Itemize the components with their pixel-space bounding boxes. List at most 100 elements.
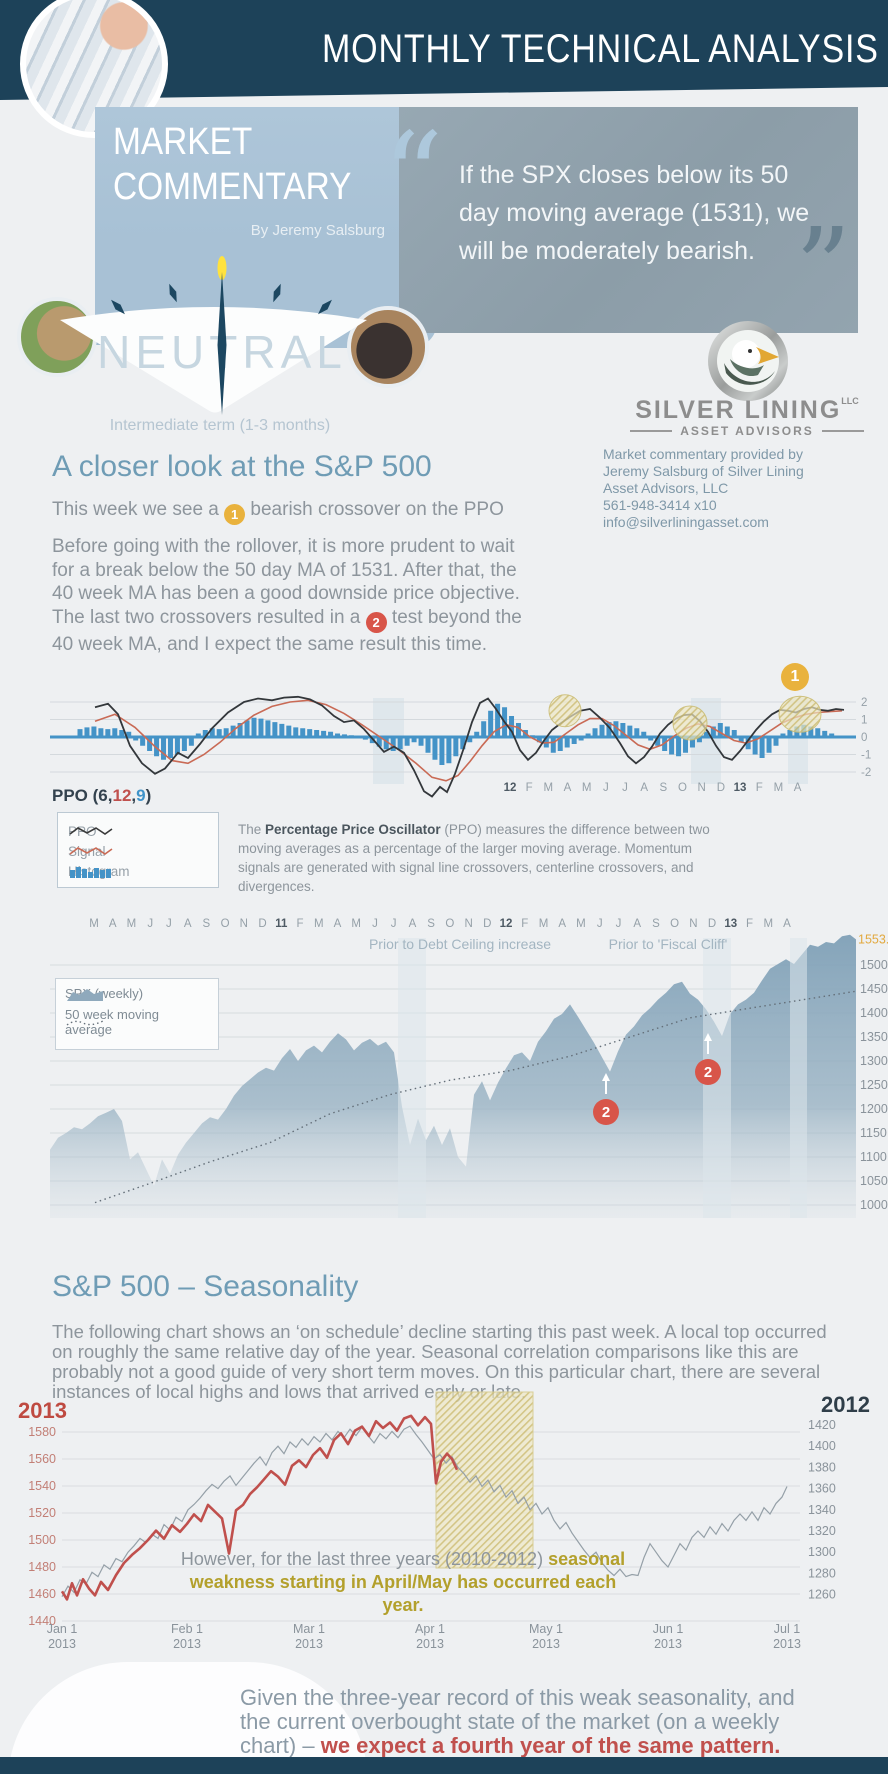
svg-text:J: J — [603, 782, 609, 794]
svg-text:D: D — [483, 918, 491, 930]
svg-text:F: F — [297, 918, 304, 930]
contact-phone: 561-948-3414 x10 — [603, 497, 717, 513]
svg-text:S: S — [652, 918, 660, 930]
svg-text:Prior to Debt Ceiling increase: Prior to Debt Ceiling increase — [369, 936, 551, 952]
numbered-badge-2: 2 — [365, 611, 387, 633]
svg-text:Feb 1: Feb 1 — [171, 1622, 203, 1636]
byline: By Jeremy Salsburg — [250, 222, 385, 239]
svg-text:F: F — [746, 918, 753, 930]
quote-line: If the SPX closes below its 50 — [459, 161, 789, 189]
conclusion-line: chart) – we expect a fourth year of the … — [240, 1734, 830, 1758]
quote-panel — [399, 107, 858, 333]
svg-text:A: A — [109, 918, 117, 930]
ppo-param-9: 9 — [136, 786, 146, 805]
svg-text:1260: 1260 — [808, 1588, 836, 1602]
svg-text:Mar 1: Mar 1 — [293, 1622, 325, 1636]
svg-text:A: A — [783, 918, 791, 930]
histogram-icon — [70, 867, 111, 878]
svg-text:J: J — [147, 918, 153, 930]
svg-text:M: M — [582, 782, 592, 794]
svg-text:11: 11 — [275, 918, 288, 930]
svg-text:J: J — [372, 918, 378, 930]
page-title: MONTHLY TECHNICAL ANALYSIS — [322, 27, 879, 71]
svg-text:1480: 1480 — [28, 1560, 56, 1574]
legend-row-signal: Signal — [68, 841, 208, 861]
svg-text:J: J — [597, 918, 603, 930]
divider — [821, 430, 864, 432]
desc-pre: The — [238, 822, 266, 837]
svg-text:0: 0 — [861, 732, 867, 744]
svg-text:1350: 1350 — [860, 1030, 888, 1044]
svg-text:S: S — [203, 918, 211, 930]
commentary-title: MARKET COMMENTARY — [113, 120, 351, 210]
ppo-line-icon — [69, 827, 113, 835]
signal-line-icon — [69, 847, 113, 855]
svg-text:F: F — [521, 918, 528, 930]
svg-text:1500: 1500 — [28, 1533, 56, 1547]
svg-text:D: D — [717, 782, 725, 794]
ppo-legend: PPO Signal Histogram — [57, 812, 219, 888]
svg-text:O: O — [670, 918, 679, 930]
svg-text:1553.28: 1553.28 — [858, 932, 888, 946]
svg-text:A: A — [558, 918, 566, 930]
svg-text:1560: 1560 — [28, 1452, 56, 1466]
legend-row-histogram: Histogram — [68, 861, 208, 881]
bear-photo — [17, 297, 97, 377]
svg-text:Prior to 'Fiscal Cliff': Prior to 'Fiscal Cliff' — [609, 936, 728, 952]
quote-line: will be moderately bearish. — [459, 237, 755, 265]
svg-text:1380: 1380 — [808, 1460, 836, 1474]
close-quote-icon: ” — [795, 204, 852, 332]
svg-text:1400: 1400 — [860, 1006, 888, 1020]
numbered-badge-1: 1 — [224, 504, 246, 525]
seasonality-paragraph: The following chart shows an ‘on schedul… — [52, 1321, 827, 1402]
svg-text:A: A — [409, 918, 417, 930]
svg-text:A: A — [564, 782, 572, 794]
advisor-contact: Market commentary provided by Jeremy Sal… — [603, 446, 873, 531]
ppo-label-pre: PPO ( — [52, 786, 99, 805]
svg-text:12: 12 — [500, 918, 513, 930]
svg-text:1150: 1150 — [860, 1126, 887, 1140]
svg-text:A: A — [334, 918, 342, 930]
contact-line: Jeremy Salsburg of Silver Lining — [603, 463, 804, 479]
divider — [630, 430, 673, 432]
svg-text:2: 2 — [602, 1104, 610, 1121]
svg-text:Jan 1: Jan 1 — [47, 1622, 78, 1636]
svg-text:1450: 1450 — [860, 982, 888, 996]
svg-text:J: J — [622, 782, 628, 794]
ppo-description: The Percentage Price Oscillator (PPO) me… — [238, 820, 730, 896]
contact-email: info@silverliningasset.com — [603, 514, 769, 530]
svg-text:2013: 2013 — [654, 1637, 682, 1651]
svg-text:2: 2 — [861, 697, 867, 709]
contact-line: Asset Advisors, LLC — [603, 480, 729, 496]
svg-text:M: M — [351, 918, 361, 930]
advisor-llc: LLC — [841, 396, 859, 406]
svg-text:S: S — [427, 918, 435, 930]
svg-text:2013: 2013 — [532, 1637, 560, 1651]
advisor-subtitle: ASSET ADVISORS — [597, 424, 888, 438]
section-heading-closer-look: A closer look at the S&P 500 — [52, 450, 432, 483]
svg-text:O: O — [221, 918, 230, 930]
desc-bold: Percentage Price Oscillator — [265, 822, 441, 837]
gauge-caption: Intermediate term (1-3 months) — [109, 417, 331, 434]
svg-text:1520: 1520 — [28, 1506, 56, 1520]
para-pre: Before going with the rollover, it is mo… — [52, 536, 520, 628]
svg-text:1540: 1540 — [28, 1479, 56, 1493]
para-post: test beyond the 40 week MA, and I expect… — [52, 606, 522, 655]
footer-bar — [0, 1757, 888, 1774]
advisor-name: SILVER LININGLLC — [597, 396, 888, 425]
svg-text:1580: 1580 — [28, 1425, 56, 1439]
svg-text:12: 12 — [504, 782, 517, 794]
svg-text:M: M — [576, 918, 586, 930]
gauge-dial: NEUTRAL — [60, 256, 367, 415]
svg-text:M: M — [539, 918, 549, 930]
seasonality-chart: 1580 1560 1540 1520 1500 1480 1460 1440 1420 1400… — [28, 1391, 836, 1651]
svg-text:J: J — [391, 918, 397, 930]
closer-look-paragraph: Before going with the rollover, it is mo… — [52, 535, 534, 656]
legend-row-ppo: PPO — [68, 821, 208, 841]
svg-text:D: D — [708, 918, 716, 930]
svg-text:1340: 1340 — [808, 1503, 836, 1517]
svg-text:2013: 2013 — [295, 1637, 323, 1651]
closer-look-subhead: This week we see a 1 bearish crossover o… — [52, 499, 504, 525]
svg-text:O: O — [678, 782, 687, 794]
ppo-label-post: ) — [145, 786, 152, 805]
